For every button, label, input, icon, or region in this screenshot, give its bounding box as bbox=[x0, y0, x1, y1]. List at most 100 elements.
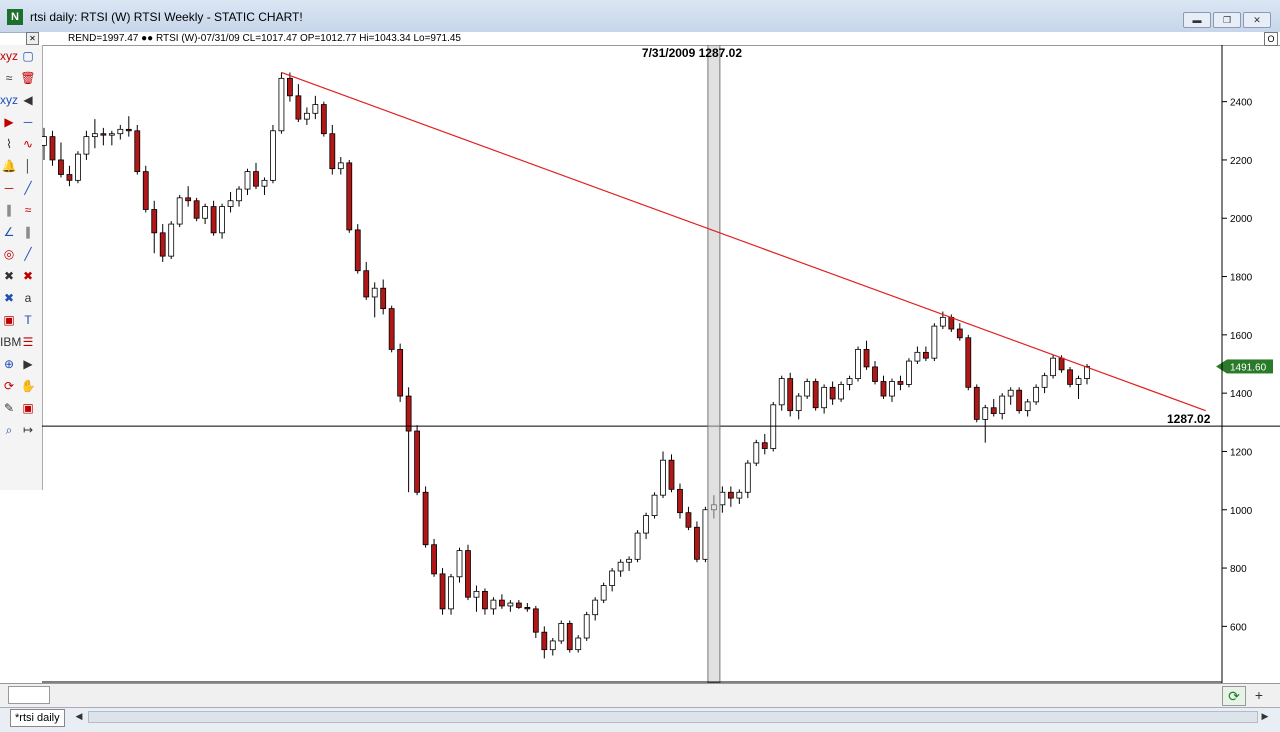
crosshair-vertical[interactable] bbox=[707, 45, 721, 683]
candle-body bbox=[388, 308, 395, 350]
trendline[interactable] bbox=[281, 71, 1206, 412]
y-tick-label: 2400 bbox=[1230, 98, 1253, 109]
abc-wave-icon[interactable]: ≈ bbox=[5, 71, 13, 85]
camera-icon[interactable]: ▣ bbox=[22, 401, 34, 415]
curve-icon[interactable]: ∿ bbox=[22, 137, 34, 151]
candle-body bbox=[626, 558, 632, 563]
arrow-right-icon[interactable]: ▶ bbox=[4, 115, 14, 129]
candle-body bbox=[371, 287, 378, 298]
last-price-label: 1491.60 bbox=[1230, 362, 1267, 373]
basket-icon[interactable]: ▢ bbox=[22, 49, 34, 63]
hline-icon[interactable]: ─ bbox=[23, 115, 33, 129]
wave-chart-icon[interactable]: ⌇ bbox=[6, 137, 12, 151]
close-panel-icon[interactable]: ✕ bbox=[26, 32, 39, 45]
scroll-left-icon[interactable]: ◀ bbox=[75, 711, 83, 721]
zoom-tool-icon[interactable]: ⌕ bbox=[5, 423, 13, 437]
tab-rtsi-daily[interactable]: *rtsi daily bbox=[10, 709, 65, 727]
gann-icon[interactable]: ◎ bbox=[3, 247, 15, 261]
chart-area[interactable]: 1287.02 7/31/2009 1287.02 1491.60 600 800 10… bbox=[42, 45, 1280, 683]
horizontal-line-icon[interactable]: ─ bbox=[4, 181, 14, 195]
candle-body bbox=[465, 550, 471, 598]
add-chart-button[interactable]: + bbox=[1254, 687, 1264, 703]
andrews-icon[interactable]: ✖ bbox=[3, 269, 15, 283]
candle-body bbox=[939, 316, 946, 327]
candle-body bbox=[456, 550, 463, 578]
candle-body bbox=[1050, 357, 1056, 377]
candle-body bbox=[744, 462, 751, 493]
candle-body bbox=[91, 133, 98, 138]
pen-icon[interactable]: ✎ bbox=[3, 401, 15, 415]
candle-body bbox=[668, 459, 675, 490]
scroll-right-icon[interactable]: ▶ bbox=[1261, 711, 1269, 721]
notes-icon[interactable]: ☰ bbox=[22, 335, 34, 349]
candle-body bbox=[202, 206, 209, 219]
info-bar-right-label[interactable]: O bbox=[1264, 32, 1278, 46]
candle-body bbox=[897, 381, 904, 385]
pitchfork-icon[interactable]: ✖ bbox=[22, 269, 34, 283]
fibonacci-icon[interactable]: ✖ bbox=[3, 291, 15, 305]
text-a-icon[interactable]: a bbox=[24, 291, 32, 305]
candle-body bbox=[838, 384, 844, 400]
candle-body bbox=[507, 602, 514, 607]
channel-icon[interactable]: ≈ bbox=[24, 203, 32, 217]
candle-body bbox=[380, 287, 387, 310]
candle-body bbox=[1067, 369, 1073, 385]
candle-body bbox=[702, 509, 709, 560]
xyz-abc-icon[interactable]: xyz bbox=[0, 93, 18, 107]
close-icon[interactable]: ✕ bbox=[1243, 12, 1271, 28]
cycles-icon[interactable]: ∥ bbox=[25, 225, 31, 239]
arrow-left-icon[interactable]: ◀ bbox=[23, 93, 33, 107]
candle-body bbox=[117, 128, 124, 135]
candle-body bbox=[405, 395, 412, 432]
y-tick-label: 1600 bbox=[1230, 331, 1253, 342]
candle-body bbox=[906, 360, 912, 385]
candle-body bbox=[795, 395, 802, 412]
fan-angle-icon[interactable]: ∠ bbox=[3, 225, 15, 239]
candle-body bbox=[931, 325, 938, 359]
candle-body bbox=[1058, 357, 1065, 371]
candle-body bbox=[956, 328, 963, 339]
play-icon[interactable]: ▶ bbox=[23, 357, 33, 371]
speedlines-icon[interactable]: ╱ bbox=[24, 247, 32, 261]
candle-body bbox=[75, 153, 81, 181]
title-text-icon[interactable]: T bbox=[24, 313, 32, 327]
candle-body bbox=[761, 442, 768, 449]
box-icon[interactable]: ▣ bbox=[3, 313, 15, 327]
candle-body bbox=[855, 349, 861, 379]
info-bar: REND=1997.47 ●● RTSI (W)-07/31/09 CL=101… bbox=[26, 32, 1280, 46]
candle-body bbox=[244, 171, 251, 190]
candle-body bbox=[592, 599, 599, 616]
vline-icon[interactable]: │ bbox=[24, 159, 32, 173]
trash-icon[interactable]: 🗑 bbox=[20, 71, 36, 85]
symbol-box[interactable] bbox=[8, 686, 50, 704]
candle-body bbox=[66, 174, 73, 181]
zoom-in-icon[interactable]: ⊕ bbox=[3, 357, 15, 371]
candle-body bbox=[727, 491, 734, 499]
measure-icon[interactable]: ↦ bbox=[22, 423, 34, 437]
refresh-icon[interactable]: ⟳ bbox=[3, 379, 15, 393]
candle-body bbox=[694, 526, 700, 560]
minimize-icon[interactable]: ▬ bbox=[1183, 12, 1211, 28]
candlestick-chart[interactable]: 1287.02 7/31/2009 1287.02 1491.60 600 800 10… bbox=[42, 45, 1280, 683]
candle-body bbox=[914, 351, 921, 362]
candle-body bbox=[846, 378, 853, 385]
bell-icon[interactable]: 🔔 bbox=[1, 159, 17, 173]
refresh-icon[interactable]: ⟳ bbox=[1222, 686, 1246, 706]
candle-body bbox=[643, 515, 649, 534]
candle-body bbox=[965, 337, 972, 388]
trendline-icon[interactable]: ╱ bbox=[24, 181, 32, 195]
candle-body bbox=[1041, 375, 1048, 388]
restore-icon[interactable]: ❐ bbox=[1213, 12, 1241, 28]
parallel-lines-icon[interactable]: ∥ bbox=[6, 203, 12, 217]
candle-body bbox=[524, 607, 531, 610]
candle-body bbox=[1075, 378, 1082, 385]
candle-body bbox=[829, 386, 836, 400]
candle-body bbox=[337, 162, 344, 170]
candle-body bbox=[397, 349, 404, 397]
candle-body bbox=[329, 133, 336, 170]
hand-icon[interactable]: ✋ bbox=[20, 379, 36, 393]
xyz-text-icon[interactable]: xyz bbox=[0, 49, 18, 63]
horizontal-scrollbar[interactable] bbox=[88, 711, 1258, 723]
candle-body bbox=[948, 316, 955, 330]
ibm-icon[interactable]: IBM bbox=[0, 335, 22, 349]
